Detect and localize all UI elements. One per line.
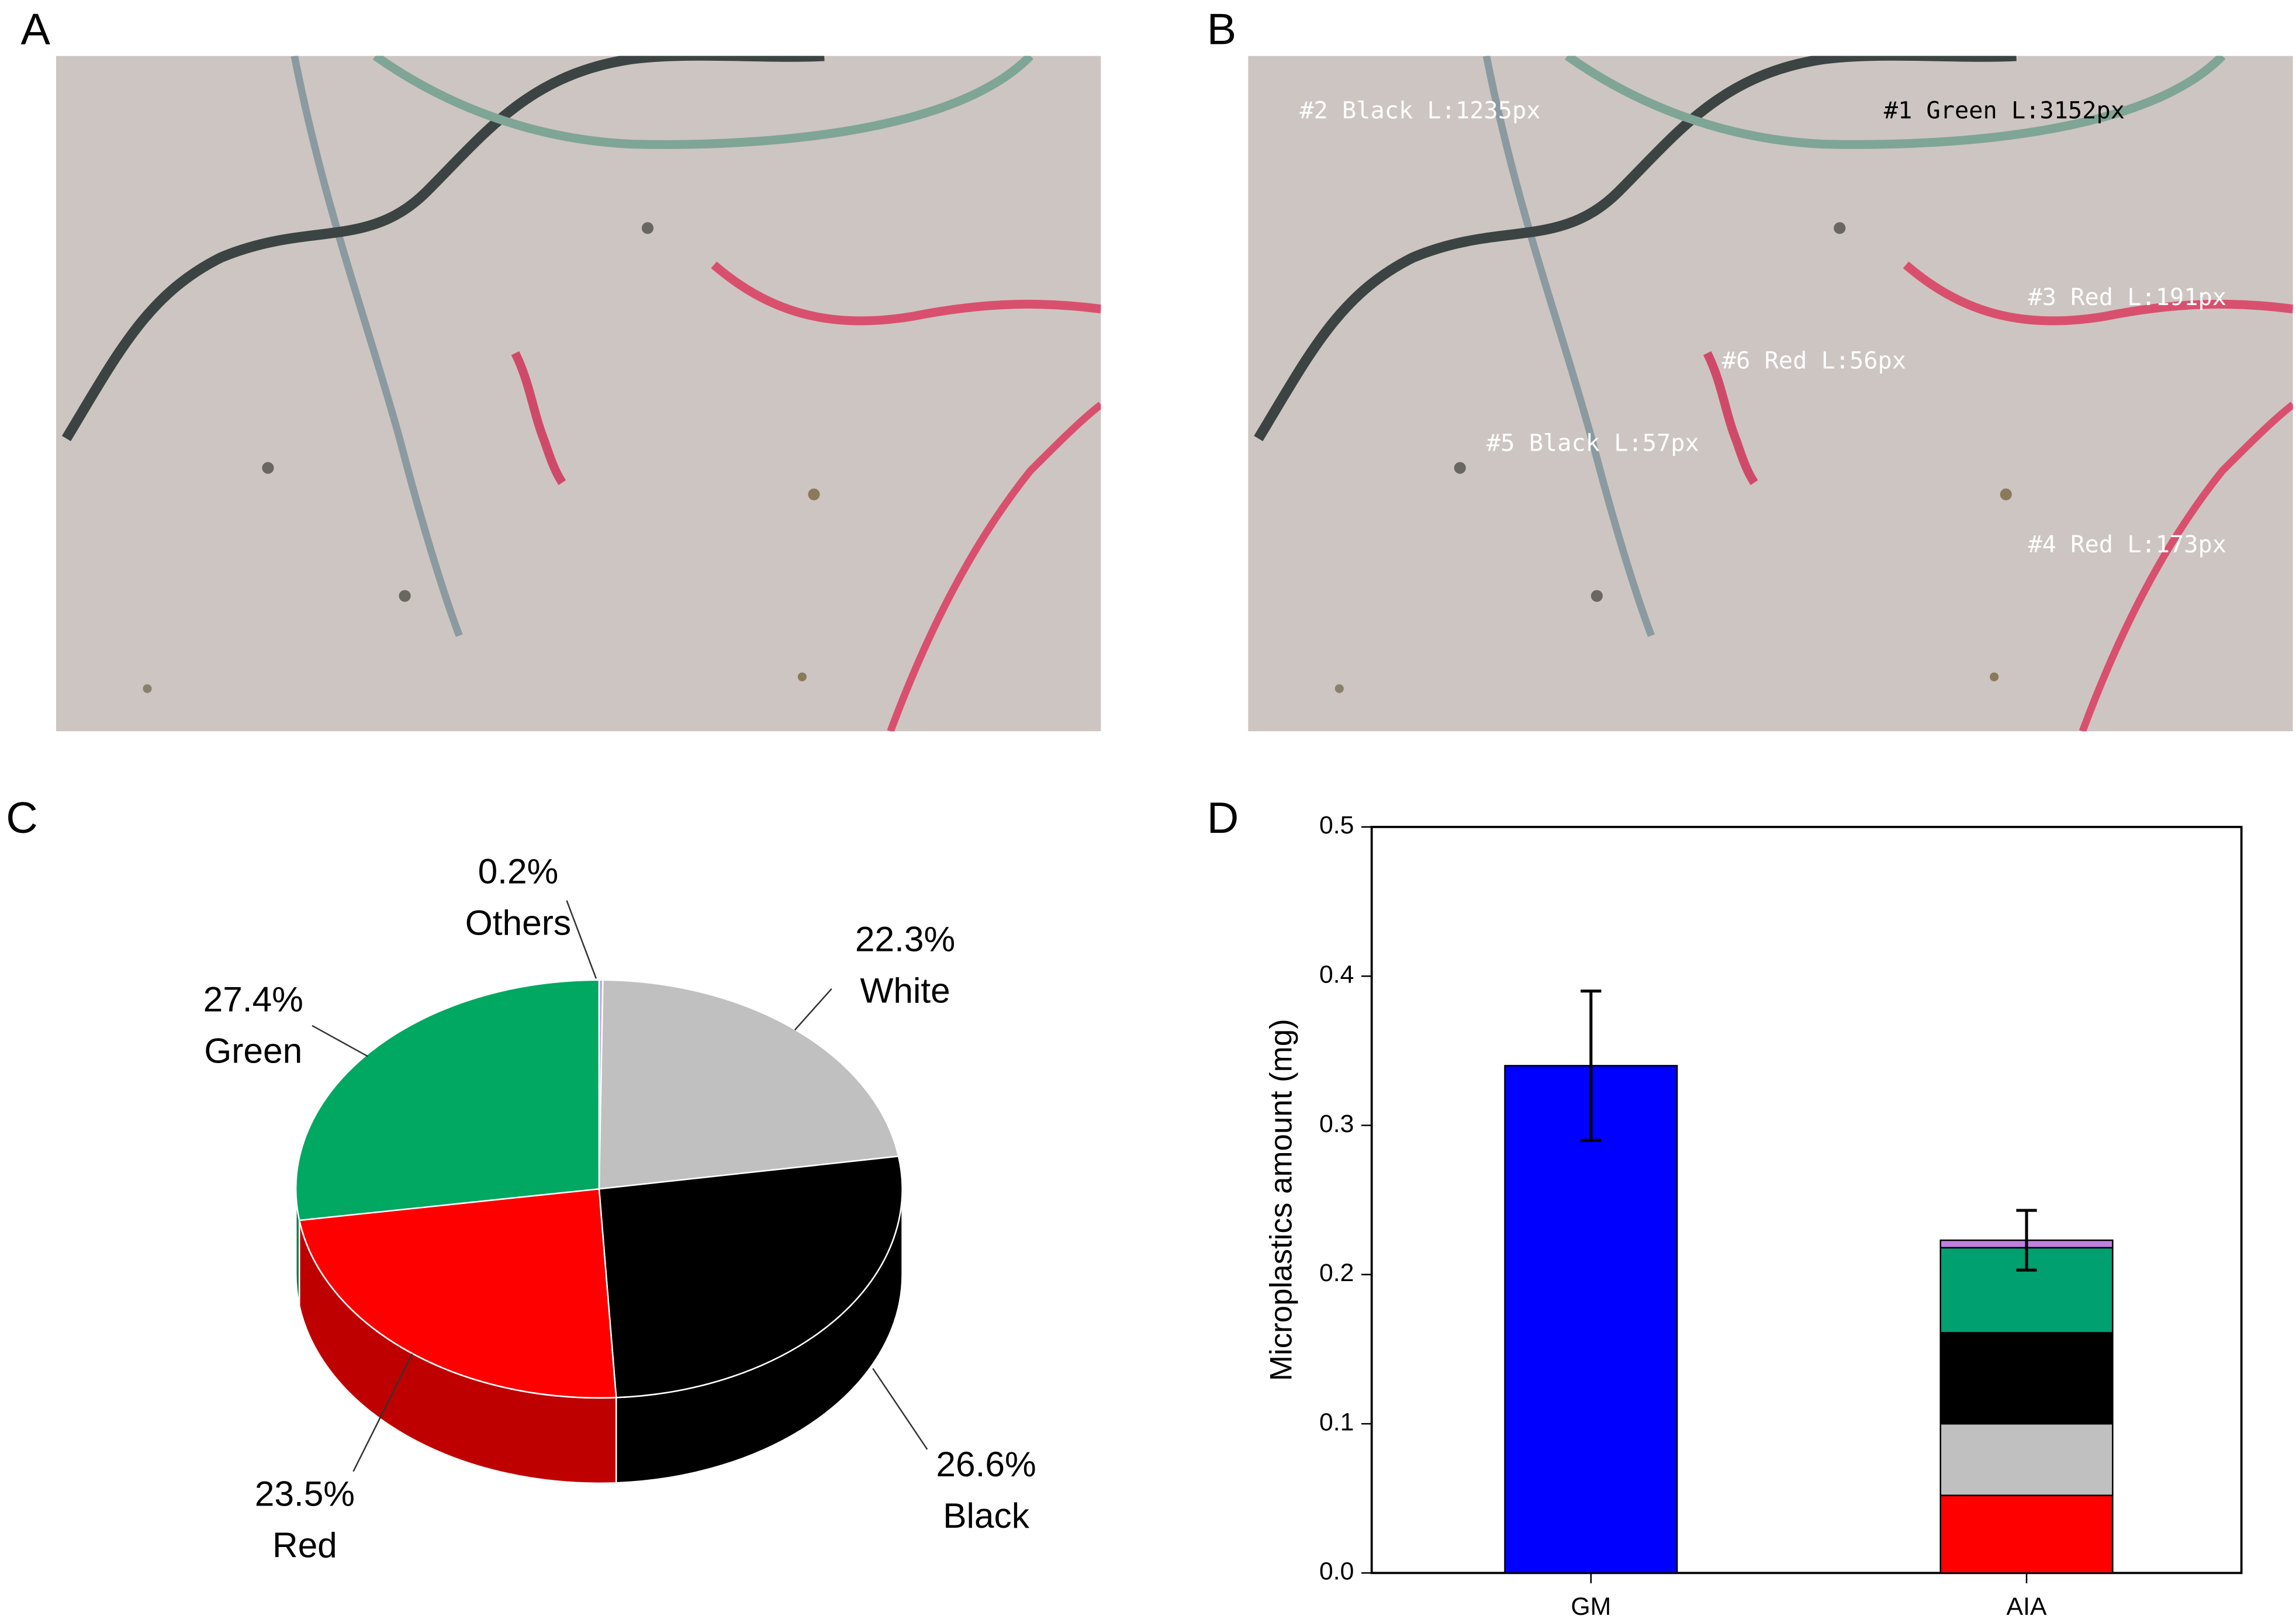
leader-line bbox=[794, 988, 832, 1031]
panel-label: D bbox=[1207, 794, 1239, 843]
panel-label: B bbox=[1207, 5, 1236, 54]
y-tick-label: 0.5 bbox=[1319, 811, 1354, 839]
y-tick-label: 0.4 bbox=[1319, 961, 1354, 989]
pie-slice bbox=[295, 979, 600, 1221]
y-tick-label: 0.0 bbox=[1319, 1558, 1354, 1586]
annotation: #1 Green L:3152px bbox=[1884, 97, 2125, 124]
leader-line bbox=[872, 1368, 928, 1450]
annotation: #4 Red L:173px bbox=[2028, 531, 2226, 558]
panel-label: A bbox=[20, 5, 50, 54]
y-tick-label: 0.1 bbox=[1319, 1408, 1354, 1436]
annotation: #6 Red L:56px bbox=[1722, 347, 1906, 374]
pie-value-label: 27.4% bbox=[203, 979, 303, 1019]
pie-category-label: Green bbox=[204, 1031, 302, 1071]
pie-value-label: 22.3% bbox=[855, 919, 955, 958]
error-bar bbox=[1581, 989, 1602, 1142]
leader-line bbox=[352, 1353, 413, 1472]
x-tick-label: GM bbox=[1571, 1593, 1611, 1621]
y-tick-label: 0.3 bbox=[1319, 1110, 1354, 1138]
bar-segment bbox=[1504, 1065, 1678, 1574]
pie-category-label: White bbox=[860, 970, 950, 1010]
bar-segment bbox=[1939, 1332, 2114, 1425]
pie-slice bbox=[598, 1155, 903, 1399]
bar-segment bbox=[1939, 1423, 2114, 1496]
x-tick-label: AIA bbox=[2007, 1593, 2047, 1621]
pie-category-label: Red bbox=[272, 1525, 337, 1565]
pie-value-label: 26.6% bbox=[936, 1444, 1036, 1484]
bar-segment bbox=[1939, 1494, 2114, 1574]
leader-line bbox=[312, 1025, 369, 1057]
annotation: #2 Black L:1235px bbox=[1299, 97, 1540, 124]
pie-value-label: 23.5% bbox=[255, 1473, 355, 1513]
y-tick-label: 0.2 bbox=[1319, 1259, 1354, 1287]
photo-b bbox=[1248, 56, 2293, 732]
plot-frame bbox=[1370, 826, 2243, 1574]
pie-slice bbox=[598, 979, 900, 1190]
annotation: #3 Red L:191px bbox=[2028, 284, 2226, 311]
pie-category-label: Others bbox=[465, 903, 571, 943]
leader-line bbox=[566, 900, 597, 979]
error-bar bbox=[2016, 1209, 2037, 1272]
panel-label: C bbox=[6, 794, 38, 843]
annotation: #5 Black L:57px bbox=[1486, 430, 1699, 456]
photo-a bbox=[56, 56, 1101, 732]
pie-value-label: 0.2% bbox=[478, 851, 559, 891]
pie-slice bbox=[298, 1188, 617, 1399]
pie-category-label: Black bbox=[943, 1496, 1030, 1535]
y-axis-title: Microplastics amount (mg) bbox=[1264, 1019, 1299, 1381]
